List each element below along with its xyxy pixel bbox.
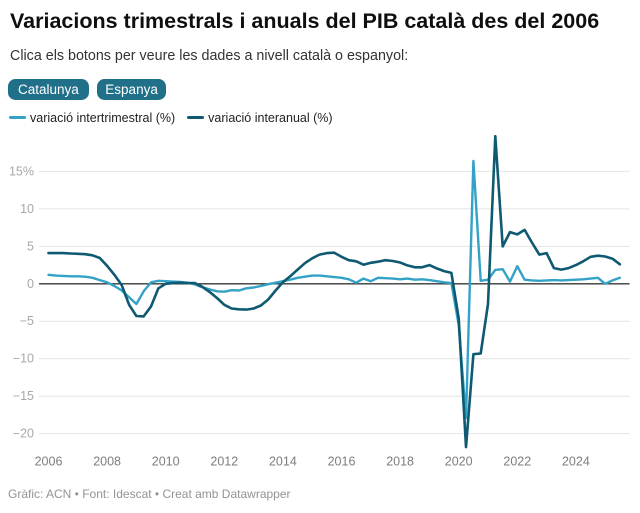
svg-text:2016: 2016: [328, 455, 356, 469]
svg-text:2014: 2014: [269, 455, 297, 469]
svg-text:−10: −10: [13, 352, 34, 366]
svg-text:−5: −5: [20, 314, 34, 328]
svg-text:−15: −15: [13, 389, 34, 403]
svg-text:2012: 2012: [210, 455, 238, 469]
svg-text:2010: 2010: [152, 455, 180, 469]
svg-text:0: 0: [27, 277, 34, 291]
svg-text:5: 5: [27, 239, 34, 253]
svg-text:−20: −20: [13, 427, 34, 441]
svg-text:10: 10: [20, 202, 34, 216]
svg-text:2018: 2018: [386, 455, 414, 469]
svg-text:15%: 15%: [9, 164, 34, 178]
svg-text:2006: 2006: [35, 455, 63, 469]
svg-text:2024: 2024: [562, 455, 590, 469]
svg-text:2008: 2008: [93, 455, 121, 469]
svg-text:2020: 2020: [445, 455, 473, 469]
svg-text:2022: 2022: [503, 455, 531, 469]
